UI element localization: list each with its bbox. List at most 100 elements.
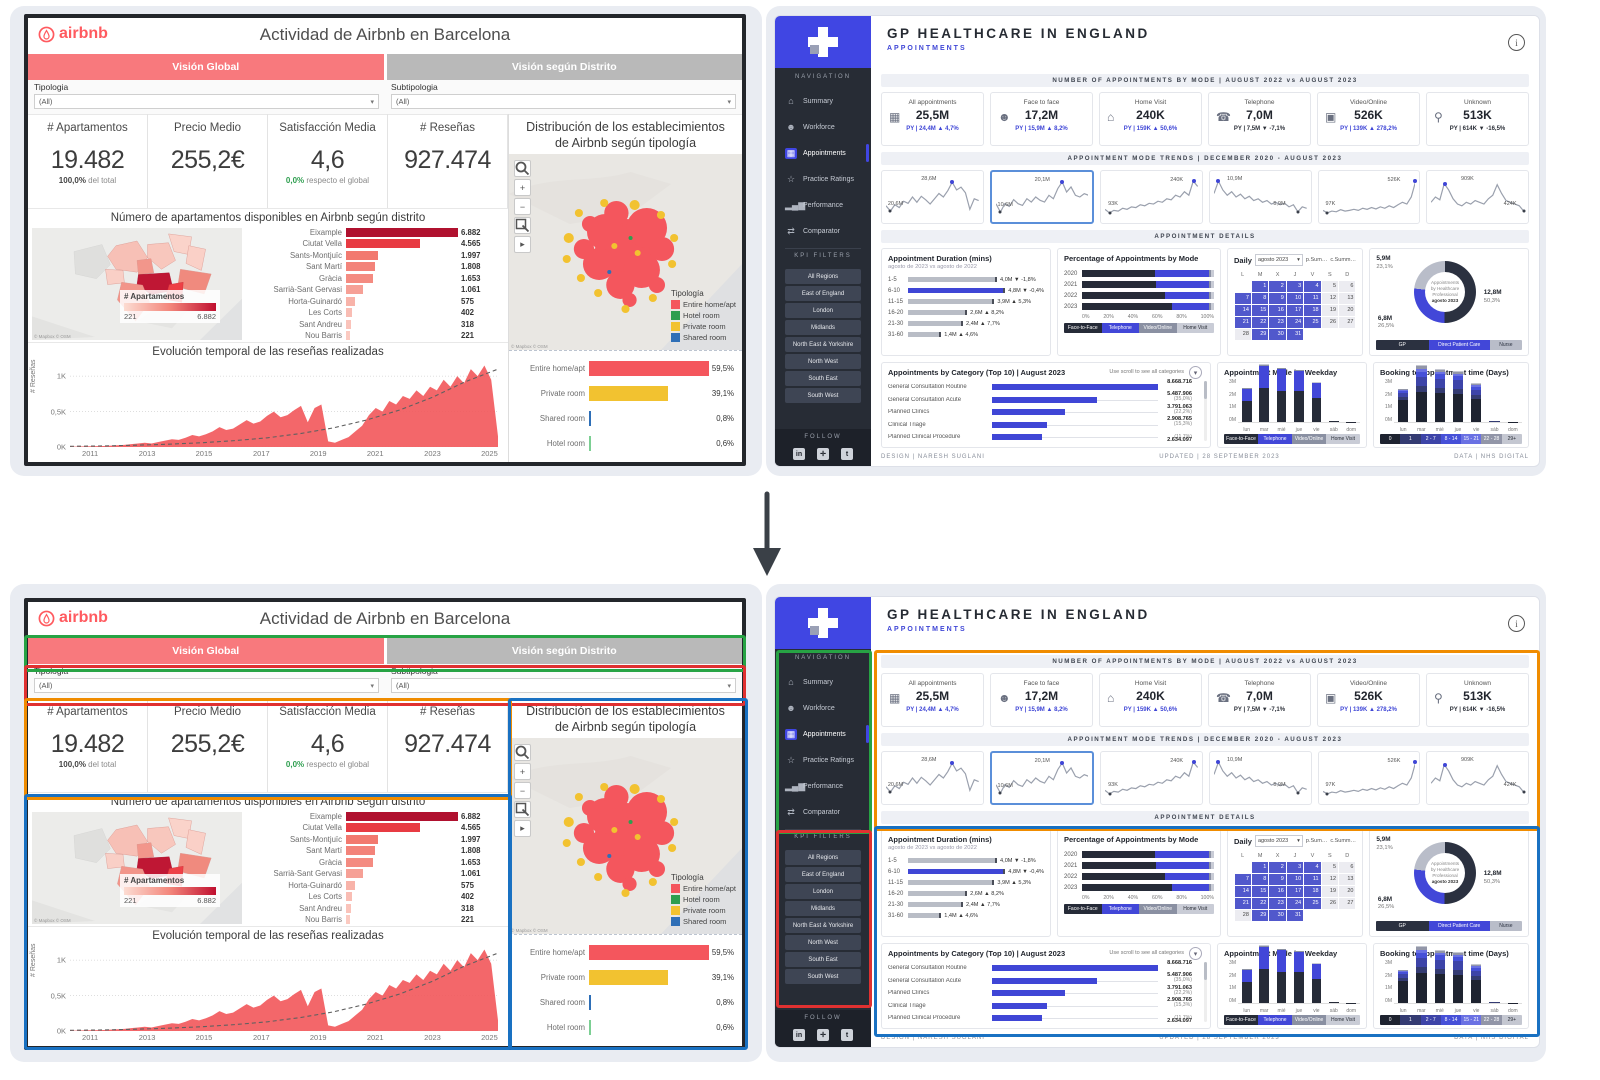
kpi-card[interactable]: ⚲ Unknown 513K PY | 614K ▼ -16,5%: [1426, 673, 1529, 727]
calendar-day[interactable]: 17: [1286, 885, 1304, 897]
district-bar-row[interactable]: Sarrià-Sant Gervasi 1.061: [246, 285, 504, 295]
duration-row[interactable]: 6-10 4,8M ▼ -0,4%: [888, 285, 1044, 296]
column[interactable]: [1325, 960, 1342, 1003]
mode-row[interactable]: 2021: [1064, 279, 1214, 290]
kpi-card[interactable]: ☎ Telephone 7,0M PY | 7,5M ▼ -7,1%: [1208, 673, 1311, 727]
trend-card[interactable]: 20,1M 10,6M: [989, 170, 1095, 224]
column[interactable]: [1485, 960, 1503, 1003]
calendar-day[interactable]: 14: [1234, 304, 1251, 316]
linkedin-icon[interactable]: in: [793, 1029, 805, 1041]
month-dropdown[interactable]: agosto 2023 ▾: [1254, 254, 1303, 266]
district-bar-row[interactable]: Sarrià-Sant Gervasi 1.061: [246, 869, 504, 879]
reviews-area-chart[interactable]: [70, 946, 498, 1031]
region-filter-button[interactable]: South East: [785, 952, 861, 967]
map-zoom-area-button[interactable]: [514, 217, 531, 234]
calendar-day[interactable]: 1: [1251, 280, 1269, 292]
region-filter-button[interactable]: East of England: [785, 867, 861, 882]
district-bar-row[interactable]: Sant Andreu 318: [246, 319, 504, 329]
region-filter-button[interactable]: North East & Yorkshire: [785, 337, 861, 352]
typology-dot-map[interactable]: + − ▸ Tipología Entire home/apt Hotel ro…: [509, 738, 742, 934]
category-row[interactable]: Planned Clinics 3.791.063 (15,3%): [888, 404, 1192, 427]
reviews-area-chart[interactable]: [70, 362, 498, 447]
calendar-day[interactable]: 25: [1304, 897, 1321, 909]
tableau-icon[interactable]: ✛: [817, 448, 829, 460]
calendar-day[interactable]: 11: [1304, 292, 1321, 304]
sidebar-nav-item[interactable]: ⇄ Comparator: [775, 218, 871, 244]
calendar-day[interactable]: 3: [1286, 280, 1304, 292]
calendar-day[interactable]: 10: [1286, 873, 1304, 885]
mode-row[interactable]: 2023: [1064, 882, 1214, 893]
region-filter-button[interactable]: All Regions: [785, 269, 861, 284]
chevron-down-icon[interactable]: ▾: [1189, 366, 1202, 379]
calendar-day[interactable]: 7: [1234, 292, 1251, 304]
calendar-day[interactable]: 16: [1269, 885, 1286, 897]
calendar-day[interactable]: 24: [1286, 897, 1304, 909]
column[interactable]: [1238, 960, 1255, 1003]
calendar-day[interactable]: 20: [1339, 304, 1356, 316]
sidebar-nav-item[interactable]: ▦ Appointments: [775, 721, 871, 747]
mode-row[interactable]: 2021: [1064, 860, 1214, 871]
kpi-card[interactable]: ▦ All appointments 25,5M PY | 24,4M ▲ 4,…: [881, 673, 984, 727]
twitter-icon[interactable]: t: [841, 1029, 853, 1041]
region-filter-button[interactable]: Midlands: [785, 901, 861, 916]
category-row[interactable]: General Consultation Routine 8.668.716 (3…: [888, 960, 1192, 983]
mode-row[interactable]: 2020: [1064, 849, 1214, 860]
info-icon[interactable]: i: [1508, 34, 1525, 51]
calendar-day[interactable]: 15: [1251, 304, 1269, 316]
trend-card[interactable]: 240K 93K: [1100, 751, 1204, 805]
map-search-button[interactable]: [514, 160, 531, 177]
region-filter-button[interactable]: North West: [785, 354, 861, 369]
calendar-day[interactable]: 28: [1234, 328, 1251, 340]
calendar-day[interactable]: 4: [1304, 280, 1321, 292]
sidebar-nav-item[interactable]: ⌂ Summary: [775, 88, 871, 114]
district-bar-row[interactable]: Eixample 6.882: [246, 811, 504, 821]
column[interactable]: [1238, 379, 1255, 422]
trend-card[interactable]: 909K 424K: [1426, 751, 1530, 805]
column[interactable]: [1504, 379, 1522, 422]
calendar-day[interactable]: 5: [1321, 861, 1339, 873]
duration-row[interactable]: 11-15 3,9M ▲ 5,3%: [888, 296, 1044, 307]
map-pan-button[interactable]: ▸: [514, 820, 531, 837]
legend-item[interactable]: Shared room: [671, 333, 736, 342]
calendar-day[interactable]: 30: [1269, 328, 1286, 340]
calendar-day[interactable]: 10: [1286, 292, 1304, 304]
sidebar-nav-item[interactable]: ▦ Appointments: [775, 140, 871, 166]
calendar-day[interactable]: 8: [1251, 873, 1269, 885]
district-bar-row[interactable]: Les Corts 402: [246, 892, 504, 902]
linkedin-icon[interactable]: in: [793, 448, 805, 460]
calendar-day[interactable]: 13: [1339, 873, 1356, 885]
map-zoom-out-button[interactable]: −: [514, 198, 531, 215]
category-row[interactable]: Planned Clinics 3.791.063 (15,3%): [888, 985, 1192, 1008]
map-search-button[interactable]: [514, 744, 531, 761]
scrollbar-thumb[interactable]: [1204, 962, 1207, 980]
sidebar-nav-item[interactable]: ⇄ Comparator: [775, 799, 871, 825]
map-zoom-area-button[interactable]: [514, 801, 531, 818]
kpi-card[interactable]: ☎ Telephone 7,0M PY | 7,5M ▼ -7,1%: [1208, 92, 1311, 146]
mode-row[interactable]: 2022: [1064, 290, 1214, 301]
district-bar-row[interactable]: Gràcia 1.653: [246, 273, 504, 283]
legend-item[interactable]: Hotel room: [671, 311, 736, 320]
calendar-day[interactable]: 22: [1251, 316, 1269, 328]
scrollbar[interactable]: [1204, 962, 1207, 1022]
twitter-icon[interactable]: t: [841, 448, 853, 460]
calendar-day[interactable]: 12: [1321, 292, 1339, 304]
region-filter-button[interactable]: South West: [785, 388, 861, 403]
trend-card[interactable]: 240K 93K: [1100, 170, 1204, 224]
typology-bar-row[interactable]: Shared room 0,8%: [513, 409, 734, 429]
kpi-card[interactable]: ⌂ Home Visit 240K PY | 159K ▲ 50,6%: [1099, 92, 1202, 146]
column[interactable]: [1273, 367, 1290, 422]
view-tab[interactable]: Visión según Distrito: [386, 638, 742, 664]
typology-bar-row[interactable]: Entire home/apt 59,5%: [513, 358, 734, 378]
district-choropleth-map[interactable]: # Apartamentos 221 6.882 © Mapbox © OSM: [32, 228, 242, 340]
calendar-day[interactable]: 21: [1234, 316, 1251, 328]
view-tab[interactable]: Visión Global: [28, 638, 384, 664]
scrollbar[interactable]: [1204, 381, 1207, 441]
calendar-day[interactable]: 23: [1269, 897, 1286, 909]
column[interactable]: [1273, 948, 1290, 1003]
filter-dropdown[interactable]: (All) ▾: [34, 94, 379, 109]
kpi-card[interactable]: ☻ Face to face 17,2M PY | 15,9M ▲ 8,2%: [990, 92, 1093, 146]
category-row[interactable]: Planned Clinical Procedure 2.634.097: [888, 1012, 1192, 1025]
legend-item[interactable]: Entire home/apt: [671, 884, 736, 893]
sidebar-nav-item[interactable]: ☻ Workforce: [775, 114, 871, 140]
duration-row[interactable]: 16-20 2,6M ▲ 8,2%: [888, 307, 1044, 318]
